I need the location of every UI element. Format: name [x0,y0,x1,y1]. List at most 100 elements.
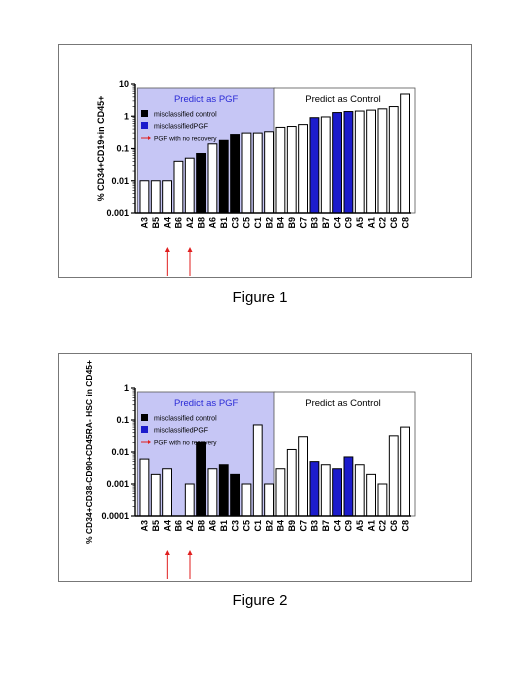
x-tick-label: C1 [253,520,263,532]
x-tick-label: C6 [389,520,399,532]
x-tick-label: C2 [378,520,388,532]
y-tick-label: 0.1 [116,415,129,425]
bar-B5 [150,473,161,517]
x-tick-label: A3 [140,217,150,229]
x-tick-label: B5 [151,217,161,229]
region-label: Predict as Control [305,94,381,105]
y-tick-label: 0.01 [111,176,129,186]
bar-C7 [298,436,308,517]
y-tick-label: 1 [124,111,129,121]
x-tick-label: A5 [355,520,365,532]
x-tick-label: C1 [253,217,263,229]
x-tick-label: C4 [332,217,342,229]
bar-A4 [162,468,173,517]
bar-B8 [196,441,207,517]
x-tick-label: A1 [366,520,376,532]
bar-C3 [230,473,241,517]
x-tick-label: A6 [208,217,218,229]
legend-label: PGF with no recovery [154,440,217,447]
bar-A6 [207,468,218,517]
x-tick-label: B4 [276,520,286,532]
bar-C2 [377,483,388,517]
y-tick-label: 0.1 [116,144,129,154]
figure-1-caption: Figure 1 [232,289,288,306]
bar-C8 [400,426,410,517]
legend-label: misclassifiedPGF [154,124,208,131]
x-tick-label: A6 [208,520,218,532]
legend-label: misclassified control [154,416,217,423]
y-tick-label: 0.0001 [101,511,129,521]
region-label: Predict as PGF [174,94,239,105]
region-label: Predict as PGF [174,398,239,409]
x-tick-label: B3 [310,520,320,532]
bar-B2 [264,483,274,517]
x-tick-label: C5 [242,217,252,229]
region-label: Predict as Control [305,398,381,409]
x-tick-label: A4 [162,520,172,532]
y-tick-label: 10 [119,79,129,89]
x-tick-label: A5 [355,217,365,229]
y-tick-label: 0.01 [111,447,129,457]
x-tick-label: B7 [321,217,331,229]
x-tick-label: B2 [264,217,274,229]
arrowhead-A4 [164,247,170,252]
bar-B3 [309,461,320,517]
x-tick-label: B6 [174,520,184,532]
bar-C1 [252,424,263,517]
legend-swatch [141,426,148,433]
x-tick-label: C8 [400,520,410,532]
bar-A2 [184,483,195,517]
x-tick-label: C9 [344,217,354,229]
x-tick-label: B5 [151,520,161,532]
bar-C5 [241,483,252,517]
x-tick-label: B8 [196,217,206,229]
legend-swatch [141,414,148,421]
legend-label: misclassified control [154,112,217,119]
bar-B7 [320,464,331,517]
legend-label: misclassifiedPGF [154,428,208,435]
y-tick-label: 1 [124,383,129,393]
x-tick-label: A1 [366,217,376,229]
bar-A1 [366,473,376,517]
x-tick-label: B7 [321,520,331,532]
y-tick-label: 0.001 [106,208,129,218]
x-tick-label: C2 [378,217,388,229]
x-tick-label: C9 [344,520,354,532]
legend-swatch [141,122,148,129]
legend-arrowhead-icon [148,136,151,140]
x-tick-label: A4 [162,217,172,229]
arrowhead-A4 [164,550,170,555]
x-tick-label: C3 [230,217,240,229]
x-tick-label: C3 [230,520,240,532]
legend-swatch [141,110,148,117]
x-tick-label: C6 [389,217,399,229]
figure-2-caption: Figure 2 [232,592,288,609]
x-tick-label: A2 [185,520,195,532]
bar-C6 [388,435,399,517]
x-tick-label: B1 [219,217,229,229]
x-tick-label: B6 [174,217,184,229]
x-tick-label: B1 [219,520,229,532]
x-tick-label: B8 [196,520,206,532]
x-tick-label: C4 [332,520,342,532]
x-tick-label: C7 [298,217,308,229]
legend-arrowhead-icon [148,440,151,444]
y-axis-label: % CD34+CD38-CD90+CD45RA- HSC in CD45+ [84,360,94,544]
arrowhead-A2 [187,247,193,252]
bar-A5 [354,464,365,517]
bar-B9 [286,448,297,517]
x-tick-label: B4 [276,217,286,229]
bar-C9 [343,456,354,517]
x-tick-label: C5 [242,520,252,532]
x-tick-label: A3 [140,520,150,532]
bar-B1 [218,464,229,517]
x-tick-label: B9 [287,217,297,229]
y-tick-label: 0.001 [106,479,129,489]
legend-label: PGF with no recovery [154,136,217,143]
x-tick-label: C7 [298,520,308,532]
bar-A3 [139,458,150,517]
x-tick-label: A2 [185,217,195,229]
bar-C4 [332,468,342,517]
